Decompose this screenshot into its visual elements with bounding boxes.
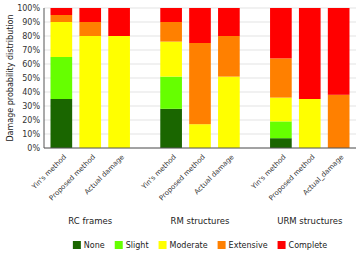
x-tick-label: Actual_damage	[302, 153, 346, 197]
bar-segment	[79, 8, 101, 22]
grid-line	[44, 148, 356, 149]
bar-segment	[218, 77, 240, 148]
bar-segment	[51, 99, 73, 148]
bar-segment	[160, 77, 182, 109]
bar-segment	[108, 8, 130, 36]
chart: 0%10%20%30%40%50%60%70%80%90%100%Yin's m…	[0, 0, 364, 266]
bar-segment	[218, 36, 240, 77]
bar-segment	[270, 138, 292, 148]
x-axis	[44, 148, 356, 149]
x-tick-label: Actual damage	[83, 153, 126, 196]
legend-swatch	[73, 241, 81, 249]
y-tick-label: 60%	[22, 60, 40, 69]
legend-label: Extensive	[229, 241, 268, 250]
bar-segment	[218, 8, 240, 36]
bar-segment	[51, 22, 73, 57]
bar-segment	[79, 22, 101, 36]
bar-segment	[189, 124, 211, 148]
bar-segment	[189, 43, 211, 124]
bar-segment	[299, 99, 321, 148]
bar-segment	[270, 98, 292, 122]
bar-segment	[51, 57, 73, 99]
legend-label: Complete	[289, 241, 328, 250]
y-tick-label: 90%	[22, 18, 40, 27]
y-axis-label: Damage probability distribution	[6, 14, 15, 141]
y-tick-label: 100%	[17, 4, 40, 13]
group-label: URM structures	[277, 216, 343, 226]
bars	[51, 8, 350, 148]
y-tick-label: 80%	[22, 32, 40, 41]
bar-segment	[160, 42, 182, 77]
legend-label: Moderate	[170, 241, 208, 250]
y-tick-label: 20%	[22, 116, 40, 125]
y-axis	[44, 8, 45, 148]
legend-swatch	[159, 241, 167, 249]
legend-swatch	[278, 241, 286, 249]
bar-segment	[189, 8, 211, 43]
bar-segment	[108, 36, 130, 148]
bar-segment	[270, 58, 292, 97]
bar-segment	[299, 8, 321, 99]
bar-segment	[270, 121, 292, 138]
legend: None Slight Moderate Extensive Complete	[73, 241, 327, 250]
group-label: RM structures	[171, 216, 231, 226]
legend-label: Slight	[126, 241, 149, 250]
bar-segment	[79, 36, 101, 148]
bar-segment	[160, 109, 182, 148]
y-tick-label: 70%	[22, 46, 40, 55]
group-label: RC frames	[68, 216, 112, 226]
legend-swatch	[218, 241, 226, 249]
y-tick-label: 0%	[27, 144, 40, 153]
y-tick-label: 40%	[22, 88, 40, 97]
y-tick-label: 30%	[22, 102, 40, 111]
x-tick-label: Actual damage	[193, 153, 236, 196]
y-tick-label: 10%	[22, 130, 40, 139]
bar-segment	[51, 15, 73, 22]
legend-label: None	[84, 241, 105, 250]
bar-segment	[270, 8, 292, 58]
bar-segment	[328, 95, 350, 148]
bar-segment	[160, 22, 182, 42]
bar-segment	[328, 8, 350, 95]
y-tick-label: 50%	[22, 74, 40, 83]
legend-swatch	[115, 241, 123, 249]
bar-segment	[160, 8, 182, 22]
bar-segment	[51, 8, 73, 15]
